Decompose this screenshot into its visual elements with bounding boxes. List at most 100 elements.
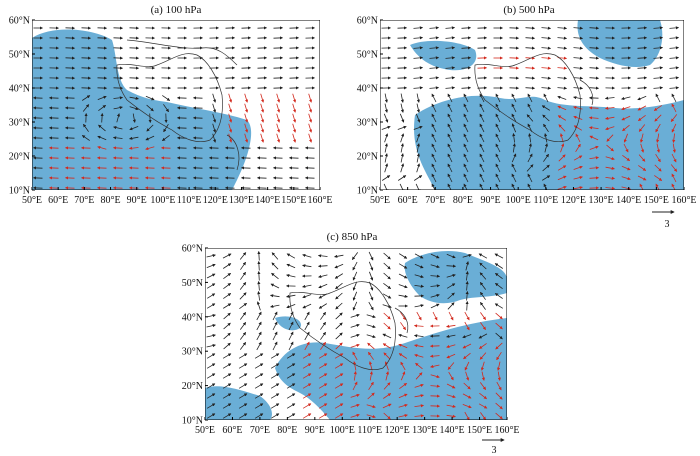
wind-arrow [465,300,469,311]
wind-arrow [244,93,249,103]
wind-arrow [212,133,217,143]
wind-arrow [669,56,680,60]
wind-arrow [270,383,280,389]
wind-arrow [669,66,680,70]
wind-arrow [81,95,91,101]
wind-arrow [244,103,249,113]
wind-arrow [429,26,440,30]
wind-arrow [512,132,516,143]
wind-arrow [445,26,456,30]
wind-arrow [541,56,552,60]
wind-arrow [654,164,662,172]
wind-arrow [286,363,296,369]
wind-arrow [463,143,469,153]
wind-arrow [637,114,646,122]
wind-arrow [414,253,424,259]
wind-arrow [653,56,664,60]
wind-arrow [478,403,488,409]
wind-arrow [557,175,567,181]
wind-arrow [223,272,232,280]
wind-arrow [398,403,408,408]
wind-arrow [413,56,424,60]
wind-arrow [638,165,647,171]
x-tick-label: 90°E [305,425,325,436]
wind-arrow [495,173,501,183]
wind-arrow [304,311,310,321]
wind-arrow [302,413,312,419]
wind-arrow [228,103,233,113]
wind-arrow [302,284,312,288]
wind-arrow [112,136,123,140]
wind-arrow [494,253,504,259]
wind-arrow [302,303,312,309]
wind-arrow [270,283,280,289]
wind-arrow [239,311,247,320]
wind-arrow [604,96,615,100]
wind-arrow [463,103,469,113]
wind-arrow [573,76,584,80]
wind-arrow [238,373,248,379]
wind-arrow [446,353,456,359]
wind-arrow [163,123,169,133]
panel-c-streamlines [206,250,504,420]
wind-arrow [447,103,453,113]
wind-arrow [637,95,647,101]
x-tick-label: 70°E [250,425,270,436]
wind-arrow [463,382,471,390]
wind-arrow [656,133,660,143]
wind-arrow [334,413,344,419]
wind-arrow [431,103,437,113]
wind-arrow [462,253,472,258]
wind-arrow [432,311,438,321]
wind-arrow [653,86,664,90]
wind-arrow [589,166,600,170]
wind-arrow [113,106,123,110]
wind-arrow [292,103,297,113]
wind-arrow [637,36,648,40]
wind-arrow [320,321,326,330]
wind-arrow [384,153,388,163]
wind-arrow [623,143,629,153]
wind-arrow [352,281,358,291]
wind-arrow [573,186,583,190]
wind-arrow [238,383,248,389]
wind-arrow [672,133,676,144]
wind-arrow [606,134,614,142]
wind-arrow [606,144,614,152]
wind-arrow [318,303,328,309]
wind-arrow [302,403,312,409]
y-tick-label: 40°N [182,312,203,323]
wind-arrow [286,353,296,359]
wind-arrow [276,133,281,143]
wind-arrow [414,304,424,308]
wind-arrow [384,143,388,153]
wind-arrow [621,176,631,181]
wind-arrow [528,143,532,153]
wind-arrow [350,403,360,408]
wind-arrow [112,146,123,150]
wind-arrow [497,371,501,381]
wind-arrow [557,185,567,190]
wind-arrow [573,26,584,30]
y-tick-label: 30°N [357,118,378,129]
wind-arrow [223,293,232,299]
wind-arrow [446,283,456,289]
wind-arrow [446,344,456,349]
wind-arrow [462,393,472,399]
wind-arrow [604,106,615,110]
panel-b-shading-ne [577,20,663,68]
wind-arrow [162,95,171,101]
wind-arrow [526,114,534,122]
wind-arrow [430,374,440,379]
wind-arrow [461,76,472,80]
wind-arrow [672,143,676,153]
panel-c: (c) 850 hPa 60°N 50°N 40°N 30°N 20°N 10°N 50°… [182,231,520,456]
x-tick-label: 110°E [533,195,558,206]
panel-a-title: (a) 100 hPa [151,4,202,16]
wind-arrow [526,164,534,172]
wind-arrow [463,93,469,103]
wind-arrow [256,341,262,351]
wind-arrow [463,183,468,190]
wind-arrow [430,253,440,259]
panel-c-reference-vector: 3 [482,438,505,456]
